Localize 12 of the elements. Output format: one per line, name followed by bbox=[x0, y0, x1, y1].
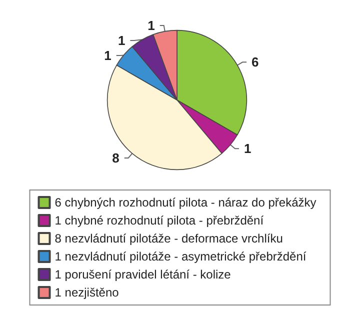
data-label: 1 bbox=[118, 32, 126, 48]
legend-label: 1 porušení pravidel létání - kolize bbox=[54, 268, 232, 282]
data-label: 1 bbox=[148, 18, 155, 33]
legend-label: 1 nezjištěno bbox=[54, 286, 120, 300]
legend-label: 8 nezvládnutí pilotáže - deformace vrchlíku bbox=[54, 232, 283, 246]
data-label: 6 bbox=[252, 54, 259, 70]
legend-label: 6 chybných rozhodnutí pilota - náraz do překážky bbox=[54, 196, 316, 210]
legend-label: 1 nezvládnutí pilotáže - asymetrické přebrždění bbox=[54, 250, 307, 264]
data-label: 8 bbox=[112, 150, 120, 166]
data-label: 1 bbox=[244, 141, 252, 156]
data-label: 1 bbox=[104, 48, 112, 63]
legend-label: 1 chybné rozhodnutí pilota - přebrždění bbox=[54, 214, 264, 228]
